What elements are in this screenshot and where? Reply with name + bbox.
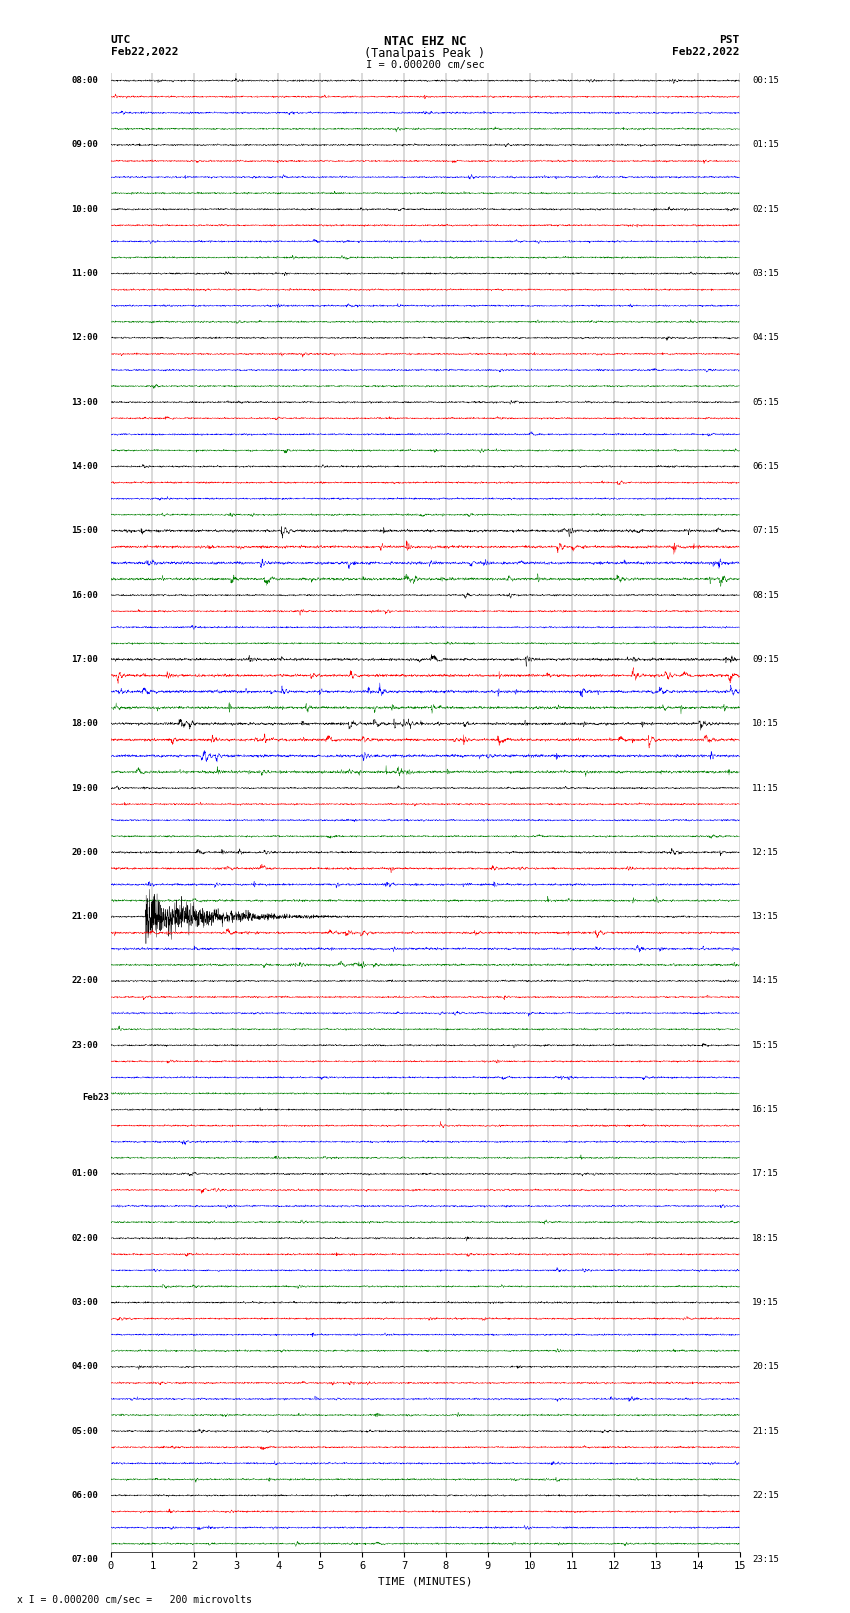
Text: 16:00: 16:00 — [71, 590, 98, 600]
Text: 19:15: 19:15 — [752, 1298, 779, 1307]
Text: x I = 0.000200 cm/sec =   200 microvolts: x I = 0.000200 cm/sec = 200 microvolts — [17, 1595, 252, 1605]
Text: (Tanalpais Peak ): (Tanalpais Peak ) — [365, 47, 485, 60]
Text: 02:00: 02:00 — [71, 1234, 98, 1242]
Text: 12:15: 12:15 — [752, 848, 779, 857]
Text: 21:15: 21:15 — [752, 1426, 779, 1436]
Text: 15:00: 15:00 — [71, 526, 98, 536]
Text: 15:15: 15:15 — [752, 1040, 779, 1050]
Text: 01:15: 01:15 — [752, 140, 779, 150]
Text: 12:00: 12:00 — [71, 334, 98, 342]
Text: 04:00: 04:00 — [71, 1363, 98, 1371]
Text: 01:00: 01:00 — [71, 1169, 98, 1179]
Text: Feb23: Feb23 — [82, 1092, 109, 1102]
Text: 18:00: 18:00 — [71, 719, 98, 727]
X-axis label: TIME (MINUTES): TIME (MINUTES) — [377, 1578, 473, 1587]
Text: 00:15: 00:15 — [752, 76, 779, 85]
Text: 10:00: 10:00 — [71, 205, 98, 215]
Text: 04:15: 04:15 — [752, 334, 779, 342]
Text: 14:00: 14:00 — [71, 461, 98, 471]
Text: 18:15: 18:15 — [752, 1234, 779, 1242]
Text: Feb22,2022: Feb22,2022 — [672, 47, 740, 56]
Text: 05:15: 05:15 — [752, 398, 779, 406]
Text: 07:15: 07:15 — [752, 526, 779, 536]
Text: NTAC EHZ NC: NTAC EHZ NC — [383, 35, 467, 48]
Text: 07:00: 07:00 — [71, 1555, 98, 1565]
Text: 19:00: 19:00 — [71, 784, 98, 792]
Text: I = 0.000200 cm/sec: I = 0.000200 cm/sec — [366, 60, 484, 69]
Text: 16:15: 16:15 — [752, 1105, 779, 1115]
Text: 10:15: 10:15 — [752, 719, 779, 727]
Text: 05:00: 05:00 — [71, 1426, 98, 1436]
Text: PST: PST — [719, 35, 740, 45]
Text: 14:15: 14:15 — [752, 976, 779, 986]
Text: 06:15: 06:15 — [752, 461, 779, 471]
Text: UTC: UTC — [110, 35, 131, 45]
Text: Feb22,2022: Feb22,2022 — [110, 47, 178, 56]
Text: 11:15: 11:15 — [752, 784, 779, 792]
Text: 06:00: 06:00 — [71, 1490, 98, 1500]
Text: 13:15: 13:15 — [752, 911, 779, 921]
Text: 13:00: 13:00 — [71, 398, 98, 406]
Text: 09:00: 09:00 — [71, 140, 98, 150]
Text: 03:00: 03:00 — [71, 1298, 98, 1307]
Text: 02:15: 02:15 — [752, 205, 779, 215]
Text: 03:15: 03:15 — [752, 269, 779, 277]
Text: 22:00: 22:00 — [71, 976, 98, 986]
Text: 20:15: 20:15 — [752, 1363, 779, 1371]
Text: 20:00: 20:00 — [71, 848, 98, 857]
Text: 17:00: 17:00 — [71, 655, 98, 665]
Text: 08:15: 08:15 — [752, 590, 779, 600]
Text: 08:00: 08:00 — [71, 76, 98, 85]
Text: 21:00: 21:00 — [71, 911, 98, 921]
Text: 22:15: 22:15 — [752, 1490, 779, 1500]
Text: 17:15: 17:15 — [752, 1169, 779, 1179]
Text: 23:00: 23:00 — [71, 1040, 98, 1050]
Text: 09:15: 09:15 — [752, 655, 779, 665]
Text: 23:15: 23:15 — [752, 1555, 779, 1565]
Text: 11:00: 11:00 — [71, 269, 98, 277]
